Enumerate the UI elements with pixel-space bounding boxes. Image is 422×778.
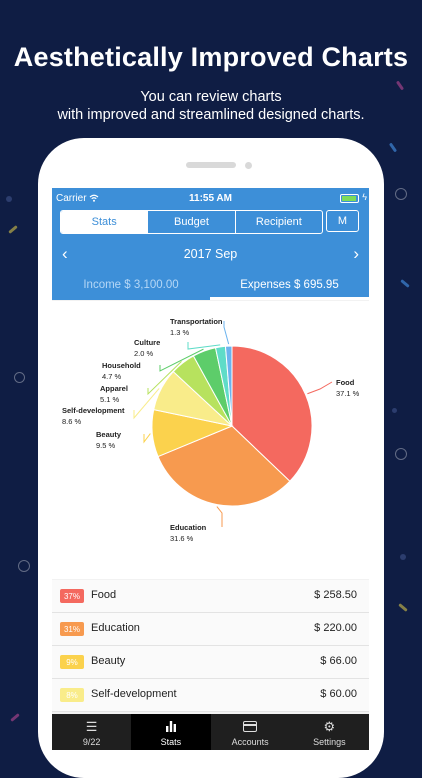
slice-label: Beauty [96,430,122,439]
next-month-button[interactable]: › [353,244,359,263]
leader-line [159,348,204,372]
decorative-dash [8,225,18,234]
slice-label: Education [170,523,207,532]
active-tab-indicator [210,297,369,300]
wifi-icon [89,194,99,202]
percent-badge: 37% [60,589,84,603]
category-amount: $ 60.00 [320,688,357,700]
bar-chart-icon [165,720,177,735]
bottom-tab-bar: ☰ 9/22 Stats Accounts ⚙ Settings [52,714,369,750]
decorative-dash [400,279,410,288]
percent-badge: 9% [60,655,84,669]
list-item[interactable]: 8% Self-development $ 60.00 [52,679,369,712]
slice-percent: 1.3 % [170,328,190,337]
slice-label: Culture [134,338,160,347]
list-item[interactable]: 9% Beauty $ 66.00 [52,646,369,679]
slice-label: Food [336,378,355,387]
pie-chart: Food 37.1 % Education 31.6 % Beauty 9.5 % Self… [62,317,360,543]
prev-month-button[interactable]: ‹ [62,244,68,263]
current-month: 2017 Sep [183,247,238,261]
pie-slice-transportation[interactable] [224,345,233,427]
list-item[interactable]: 37% Food $ 258.50 [52,580,369,613]
income-tab[interactable]: Income $ 3,100.00 [83,279,179,291]
battery-icon [340,194,359,203]
leader-line [187,342,221,350]
slice-label: Self-development [62,406,125,415]
phone-camera [245,162,252,169]
header-bar [52,188,369,300]
slice-percent: 37.1 % [336,389,360,398]
slice-label: Household [102,361,141,370]
chart-area: Food 37.1 % Education 31.6 % Beauty 9.5 % Self… [52,301,369,579]
phone-speaker [186,162,236,168]
monthly-button[interactable]: M [326,210,359,232]
category-name: Beauty [91,655,126,667]
tab-settings[interactable]: ⚙ Settings [313,719,346,747]
decorative-ring [14,372,25,383]
decorative-dot [392,408,397,413]
leader-line [307,381,333,395]
carrier-label: Carrier [56,193,99,204]
segment-budget[interactable]: Budget [147,211,234,233]
charging-icon: ϟ [362,192,367,202]
slice-percent: 31.6 % [170,534,194,543]
slice-percent: 4.7 % [102,372,122,381]
headline: Aesthetically Improved Charts [13,42,409,72]
expenses-tab[interactable]: Expenses $ 695.95 [240,279,339,291]
category-name: Food [91,589,117,601]
slice-label: Apparel [100,384,128,393]
tab-dates[interactable]: ☰ 9/22 [82,719,101,747]
segment-stats[interactable]: Stats [61,211,148,233]
subline-2: with improved and streamlined designed c… [57,107,365,123]
category-list: 37% Food $ 258.50 31% Education $ 220.00… [52,580,369,712]
percent-badge: 8% [60,688,84,702]
decorative-dash [10,713,20,722]
category-name: Education [91,622,140,634]
decorative-ring [395,448,407,460]
list-item[interactable]: 31% Education $ 220.00 [52,613,369,646]
income-expense-tabs: Income $ 3,100.00 Expenses $ 695.95 [52,276,369,300]
status-bar: Carrier 11:55 AM ϟ [52,188,369,208]
gear-icon: ⚙ [323,719,336,734]
decorative-dot [6,196,12,202]
app-screen: Carrier 11:55 AM ϟ Stats Budget Recipien… [52,188,369,750]
leader-line [216,506,223,527]
status-time: 11:55 AM [189,193,232,204]
leader-line [223,321,230,345]
decorative-dash [388,142,398,153]
slice-label: Transportation [170,317,223,326]
leader-line [143,433,151,444]
card-icon [243,720,258,735]
decorative-ring [395,188,407,200]
category-amount: $ 66.00 [320,655,357,667]
decorative-ring [18,560,30,572]
leader-line [133,388,160,420]
list-icon: ☰ [85,719,98,734]
decorative-dot [400,554,406,560]
slice-percent: 8.6 % [62,417,82,426]
tab-accounts[interactable]: Accounts [211,714,290,750]
percent-badge: 31% [60,622,84,636]
slice-percent: 5.1 % [100,395,120,404]
pie-slice-education[interactable] [157,425,291,507]
leader-line [147,361,182,396]
subline-1: You can review charts [140,89,282,105]
decorative-dash [398,603,408,612]
segmented-control: Stats Budget Recipient [60,210,323,234]
pie-slice-food[interactable] [231,345,313,482]
category-amount: $ 258.50 [314,589,357,601]
category-name: Self-development [91,688,177,700]
category-amount: $ 220.00 [314,622,357,634]
month-navigator: ‹ 2017 Sep › [52,244,369,264]
slice-percent: 9.5 % [96,441,116,450]
segment-recipient[interactable]: Recipient [234,211,322,233]
tab-stats[interactable]: Stats [131,714,211,750]
slice-percent: 2.0 % [134,349,154,358]
